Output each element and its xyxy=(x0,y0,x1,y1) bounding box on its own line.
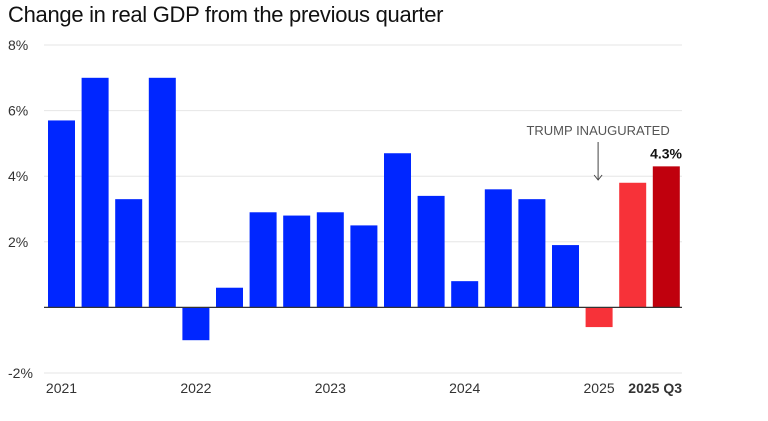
y-tick-label: 2% xyxy=(8,234,28,250)
bar-2024-q3 xyxy=(518,199,546,308)
x-tick-label: 2025 xyxy=(584,380,615,396)
bar-2024-q2 xyxy=(484,189,512,308)
bar-2023-q3 xyxy=(384,153,411,308)
y-tick-label: -2% xyxy=(8,365,33,381)
bar-2022-q1 xyxy=(182,307,210,341)
annotation-trump-inaugurated: TRUMP INAUGURATED xyxy=(526,123,669,138)
y-tick-label: 4% xyxy=(8,168,28,184)
x-tick-label: 2024 xyxy=(449,380,480,396)
bar-2022-q4 xyxy=(283,215,311,308)
bar-2021-q4 xyxy=(148,77,176,308)
bar-2021-q2 xyxy=(81,77,109,308)
bar-2021-q3 xyxy=(115,199,143,308)
x-tick-label: 2022 xyxy=(180,380,211,396)
bar-2021-q1 xyxy=(48,120,75,308)
bar-2025-q1 xyxy=(585,307,613,328)
data-label-latest: 4.3% xyxy=(650,145,682,161)
bar-2024-q1 xyxy=(451,281,479,308)
x-tick-label: 2021 xyxy=(46,380,77,396)
bar-2022-q2 xyxy=(216,287,243,308)
x-tick-label: 2025 Q3 xyxy=(628,380,682,396)
bar-2023-q1 xyxy=(316,212,344,308)
y-tick-label: 8% xyxy=(8,37,28,53)
bar-2025-q3 xyxy=(652,166,680,308)
x-tick-label: 2023 xyxy=(315,380,346,396)
bar-2023-q2 xyxy=(350,225,378,308)
chart-title: Change in real GDP from the previous qua… xyxy=(8,2,444,27)
bar-2024-q4 xyxy=(552,245,579,308)
bar-2023-q4 xyxy=(417,195,445,308)
y-tick-label: 6% xyxy=(8,103,28,119)
arrow-head-icon xyxy=(593,174,603,181)
bar-2022-q3 xyxy=(249,212,277,308)
bar-2025-q2 xyxy=(619,182,647,308)
